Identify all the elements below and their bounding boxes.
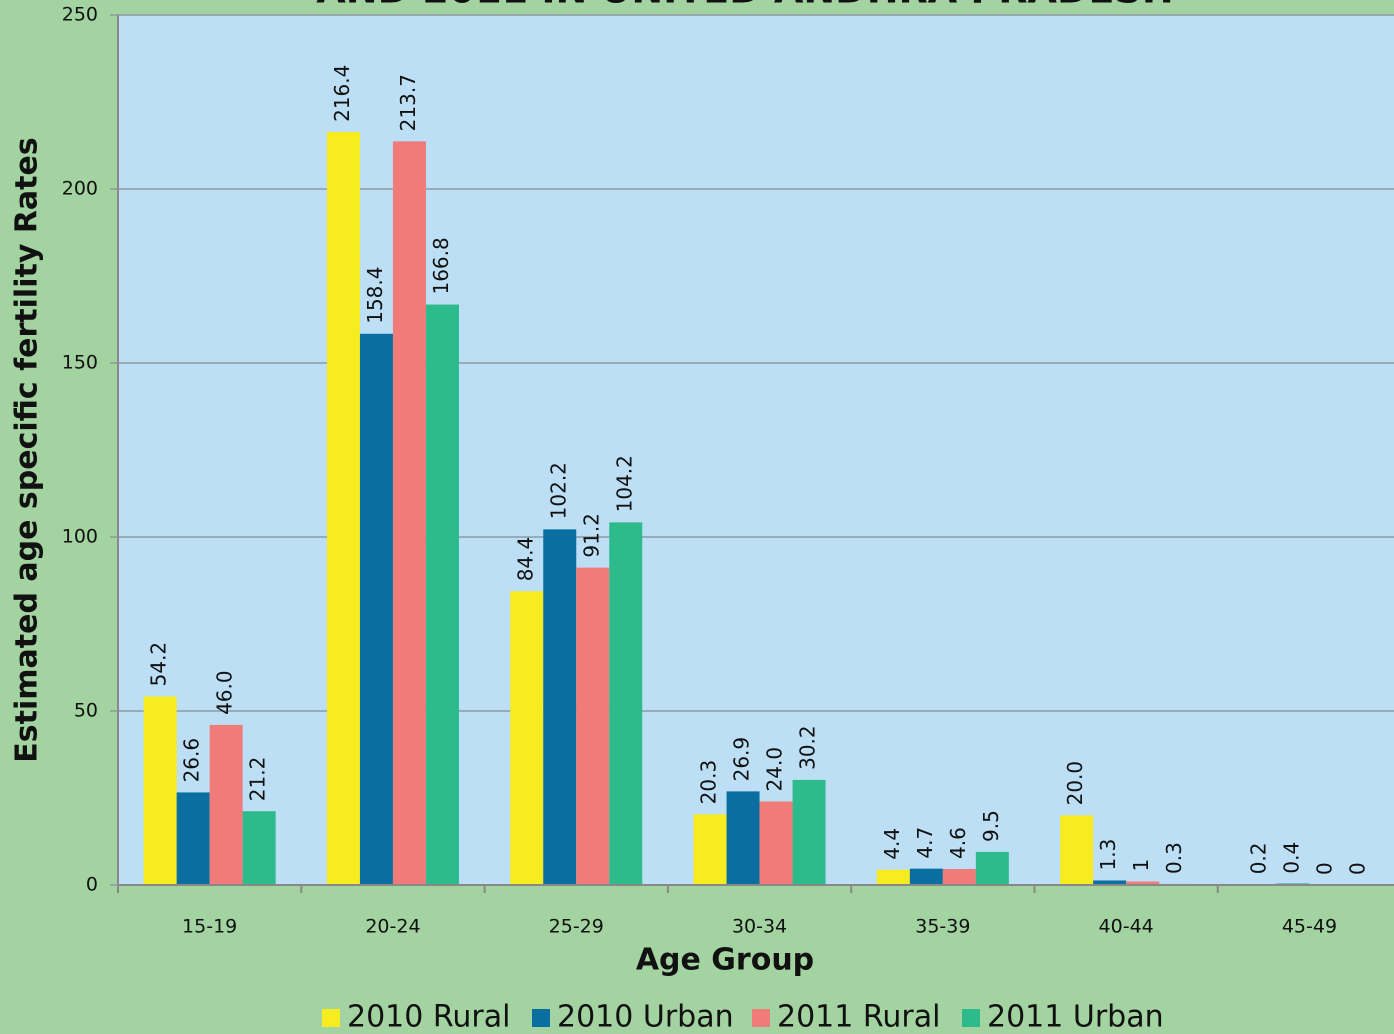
- y-tick-label: 50: [74, 700, 98, 722]
- data-label: 21.2: [246, 757, 270, 802]
- bar: [1093, 880, 1127, 885]
- bar: [209, 724, 243, 885]
- chart-title: AND 2011 IN UNITED ANDHRA PRADESH: [316, 0, 1173, 12]
- bar: [792, 779, 826, 885]
- legend-label: 2010 Rural: [347, 1000, 510, 1034]
- y-tick-label: 200: [62, 178, 98, 200]
- x-tick-label: 30-34: [732, 916, 787, 938]
- bar: [359, 333, 393, 885]
- data-label: 102.2: [546, 462, 570, 519]
- data-label: 0.4: [1279, 842, 1303, 874]
- x-tick-label: 40-44: [1099, 916, 1154, 938]
- y-axis-label: Estimated age specific fertility Rates: [10, 137, 45, 762]
- bar: [425, 304, 459, 885]
- x-tick-label: 35-39: [915, 916, 970, 938]
- bar: [693, 814, 727, 885]
- bar: [143, 696, 177, 885]
- bar: [1060, 815, 1094, 885]
- x-axis-label: Age Group: [636, 943, 814, 978]
- bar: [1126, 881, 1160, 885]
- data-label: 1: [1129, 859, 1153, 872]
- x-tick-label: 25-29: [549, 916, 604, 938]
- bar: [942, 868, 976, 885]
- data-label: 26.6: [180, 738, 204, 783]
- data-label: 1.3: [1096, 839, 1120, 871]
- data-label: 9.5: [979, 810, 1003, 842]
- bar: [576, 567, 610, 885]
- data-label: 91.2: [579, 513, 603, 558]
- bar: [975, 851, 1009, 885]
- bar: [510, 591, 544, 885]
- data-label: 213.7: [396, 74, 420, 131]
- data-label: 0: [1345, 862, 1369, 875]
- data-label: 20.0: [1063, 761, 1087, 806]
- x-tick-label: 45-49: [1282, 916, 1337, 938]
- plot-area: [118, 15, 1394, 885]
- y-tick-label: 100: [62, 526, 98, 548]
- y-tick-label: 150: [62, 352, 98, 374]
- data-label: 0.3: [1162, 842, 1186, 874]
- data-label: 46.0: [213, 670, 237, 715]
- data-label: 104.2: [612, 455, 636, 512]
- bar: [876, 869, 910, 885]
- bar: [909, 868, 943, 885]
- data-label: 0: [1312, 862, 1336, 875]
- bar: [326, 131, 360, 886]
- legend-swatch: [322, 1009, 340, 1027]
- legend-label: 2010 Urban: [557, 1000, 734, 1034]
- legend-label: 2011 Urban: [987, 1000, 1164, 1034]
- data-label: 84.4: [513, 537, 537, 582]
- x-tick-label: 20-24: [365, 916, 420, 938]
- bar: [176, 792, 210, 885]
- x-tick-label: 15-19: [182, 916, 237, 938]
- data-label: 26.9: [730, 737, 754, 782]
- data-label: 24.0: [763, 747, 787, 792]
- y-tick-label: 250: [62, 4, 98, 26]
- data-label: 158.4: [363, 267, 387, 324]
- data-label: 4.7: [913, 827, 937, 859]
- legend-swatch: [962, 1009, 980, 1027]
- bar: [543, 529, 577, 885]
- data-label: 54.2: [147, 642, 171, 687]
- data-label: 216.4: [330, 65, 354, 122]
- bar: [609, 522, 643, 885]
- bar: [392, 141, 426, 886]
- data-label: 4.6: [946, 827, 970, 859]
- data-label: 0.2: [1246, 842, 1270, 874]
- y-tick-label: 0: [86, 874, 98, 896]
- bar: [759, 801, 793, 885]
- data-label: 166.8: [429, 237, 453, 294]
- data-label: 30.2: [796, 725, 820, 770]
- legend-swatch: [532, 1009, 550, 1027]
- legend-label: 2011 Rural: [777, 1000, 940, 1034]
- data-label: 20.3: [697, 760, 721, 805]
- data-label: 4.4: [880, 828, 904, 860]
- bar: [242, 811, 276, 885]
- legend-swatch: [752, 1009, 770, 1027]
- bar: [726, 791, 760, 885]
